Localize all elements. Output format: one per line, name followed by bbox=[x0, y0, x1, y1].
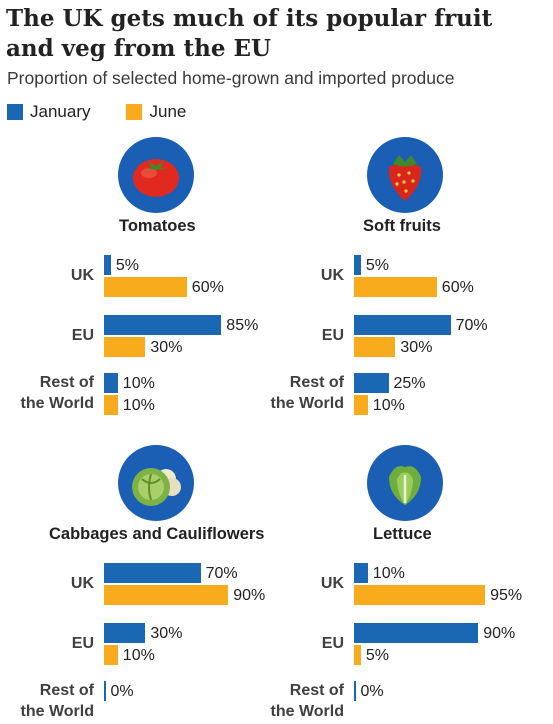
data-label: 0% bbox=[360, 683, 384, 700]
data-label: 70% bbox=[205, 565, 238, 582]
bar-january bbox=[354, 623, 479, 643]
bar-june bbox=[104, 645, 118, 665]
legend-item-june: June bbox=[126, 102, 186, 122]
category-label: Rest of the World bbox=[270, 374, 344, 412]
bar-june bbox=[354, 277, 437, 297]
data-label: 60% bbox=[191, 279, 224, 296]
legend-label-january: January bbox=[30, 102, 91, 121]
panel-title: Soft fruits bbox=[363, 217, 441, 235]
category-label: EU bbox=[321, 327, 344, 344]
bar-january bbox=[104, 623, 146, 643]
panel-title: Cabbages and Cauliflowers bbox=[49, 525, 265, 543]
data-label: 95% bbox=[490, 587, 523, 604]
data-label: 10% bbox=[122, 375, 155, 392]
data-label: 0% bbox=[110, 683, 134, 700]
legend-label-june: June bbox=[149, 102, 187, 121]
data-label: 10% bbox=[122, 647, 155, 664]
category-label: UK bbox=[70, 267, 94, 284]
bar-january bbox=[354, 255, 361, 275]
data-label: 90% bbox=[233, 587, 266, 604]
category-label: UK bbox=[320, 267, 344, 284]
data-label: 90% bbox=[483, 625, 516, 642]
bar-june bbox=[104, 337, 146, 357]
data-label: 30% bbox=[150, 625, 183, 642]
bar-june bbox=[104, 585, 229, 605]
data-label: 30% bbox=[150, 339, 183, 356]
bar-june bbox=[354, 585, 486, 605]
data-label: 60% bbox=[441, 279, 474, 296]
chart-subtitle: Proportion of selected home-grown and im… bbox=[7, 68, 455, 88]
bar-january bbox=[104, 315, 222, 335]
bar-january bbox=[104, 681, 106, 701]
bar-june bbox=[354, 395, 368, 415]
category-label: Rest of the World bbox=[20, 374, 94, 412]
chart-title: The UK gets much of its popular fruit an… bbox=[6, 5, 493, 62]
data-label: 10% bbox=[372, 565, 405, 582]
data-label: 30% bbox=[400, 339, 433, 356]
bar-january bbox=[354, 681, 356, 701]
bar-january bbox=[354, 373, 389, 393]
category-label: EU bbox=[71, 327, 94, 344]
data-label: 5% bbox=[365, 257, 390, 274]
bar-june bbox=[354, 645, 361, 665]
legend-swatch-january bbox=[7, 104, 23, 120]
cabbage-cauliflower-icon bbox=[118, 445, 194, 521]
panel-title: Tomatoes bbox=[119, 217, 196, 235]
data-label: 10% bbox=[122, 397, 155, 414]
data-label: 5% bbox=[115, 257, 140, 274]
legend-swatch-june bbox=[126, 104, 143, 120]
category-label: Rest of the World bbox=[270, 682, 344, 720]
data-label: 5% bbox=[365, 647, 390, 664]
bar-june bbox=[104, 277, 187, 297]
lettuce-icon bbox=[367, 445, 443, 521]
data-label: 25% bbox=[393, 375, 426, 392]
legend-item-january: January bbox=[7, 102, 90, 122]
bar-january bbox=[104, 563, 201, 583]
bar-january bbox=[104, 255, 111, 275]
category-label: EU bbox=[71, 635, 94, 652]
data-label: 85% bbox=[226, 317, 259, 334]
bar-january bbox=[354, 563, 368, 583]
tomato-icon bbox=[118, 137, 194, 213]
bar-june bbox=[354, 337, 396, 357]
bar-january bbox=[104, 373, 118, 393]
category-label: EU bbox=[321, 635, 344, 652]
bar-june bbox=[104, 395, 118, 415]
data-label: 70% bbox=[455, 317, 488, 334]
bar-january bbox=[354, 315, 451, 335]
legend: January June bbox=[7, 101, 222, 123]
category-label: UK bbox=[320, 575, 344, 592]
data-label: 10% bbox=[372, 397, 405, 414]
category-label: UK bbox=[70, 575, 94, 592]
strawberry-icon bbox=[367, 137, 443, 213]
category-label: Rest of the World bbox=[20, 682, 94, 720]
panel-title: Lettuce bbox=[373, 525, 432, 543]
